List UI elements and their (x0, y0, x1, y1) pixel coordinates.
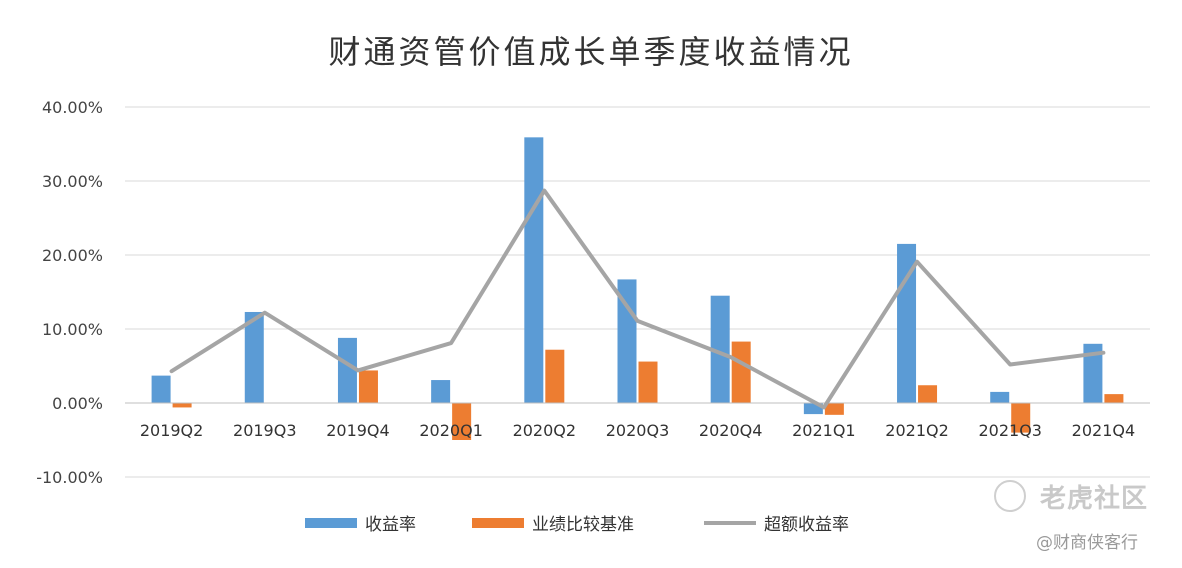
x-tick-label: 2019Q2 (140, 421, 204, 440)
legend-label: 超额收益率 (764, 515, 849, 535)
bar-return (990, 391, 1010, 403)
x-tick-label: 2020Q4 (699, 421, 763, 440)
bar-return (710, 295, 730, 403)
bar-benchmark (452, 403, 472, 440)
bar-benchmark (545, 349, 565, 403)
excess-return-line (169, 188, 1106, 410)
legend-swatch (305, 518, 357, 528)
bar-benchmark (1104, 394, 1124, 403)
x-tick-label: 2021Q1 (792, 421, 856, 440)
bar-return (337, 337, 357, 403)
legend-label: 业绩比较基准 (532, 515, 634, 535)
bar-benchmark (824, 403, 844, 415)
y-tick-label: 30.00% (42, 172, 103, 191)
x-tick-label: 2021Q3 (978, 421, 1042, 440)
watermark-brand: 老虎社区 (1040, 484, 1149, 514)
y-tick-label: 10.00% (42, 320, 103, 339)
bar-benchmark (731, 341, 751, 403)
watermark-author: @财商侠客行 (1036, 533, 1138, 553)
x-tick-label: 2019Q4 (326, 421, 390, 440)
bar-benchmark (1011, 403, 1031, 433)
bar-return (1083, 343, 1103, 403)
bar-return (431, 380, 451, 403)
x-tick-label: 2021Q4 (1072, 421, 1136, 440)
bar-return (803, 403, 823, 415)
x-tick-label: 2020Q3 (606, 421, 670, 440)
x-tick-label: 2021Q2 (885, 421, 949, 440)
bar-benchmark (172, 403, 192, 408)
x-tick-label: 2020Q1 (419, 421, 483, 440)
x-tick-label: 2020Q2 (513, 421, 577, 440)
bar-return (151, 375, 171, 403)
bar-benchmark (918, 385, 938, 403)
y-tick-label: 20.00% (42, 246, 103, 265)
y-tick-label: -10.00% (36, 468, 103, 487)
legend-swatch (472, 518, 524, 528)
y-tick-label: 0.00% (52, 394, 103, 413)
legend-label: 收益率 (365, 515, 416, 535)
bar-return (244, 311, 264, 403)
x-tick-label: 2019Q3 (233, 421, 297, 440)
bar-return (524, 137, 544, 403)
watermark-logo-icon (994, 480, 1026, 512)
bar-benchmark (358, 370, 378, 403)
y-tick-label: 40.00% (42, 98, 103, 117)
chart-title: 财通资管价值成长单季度收益情况 (328, 33, 853, 71)
bar-benchmark (638, 361, 658, 403)
